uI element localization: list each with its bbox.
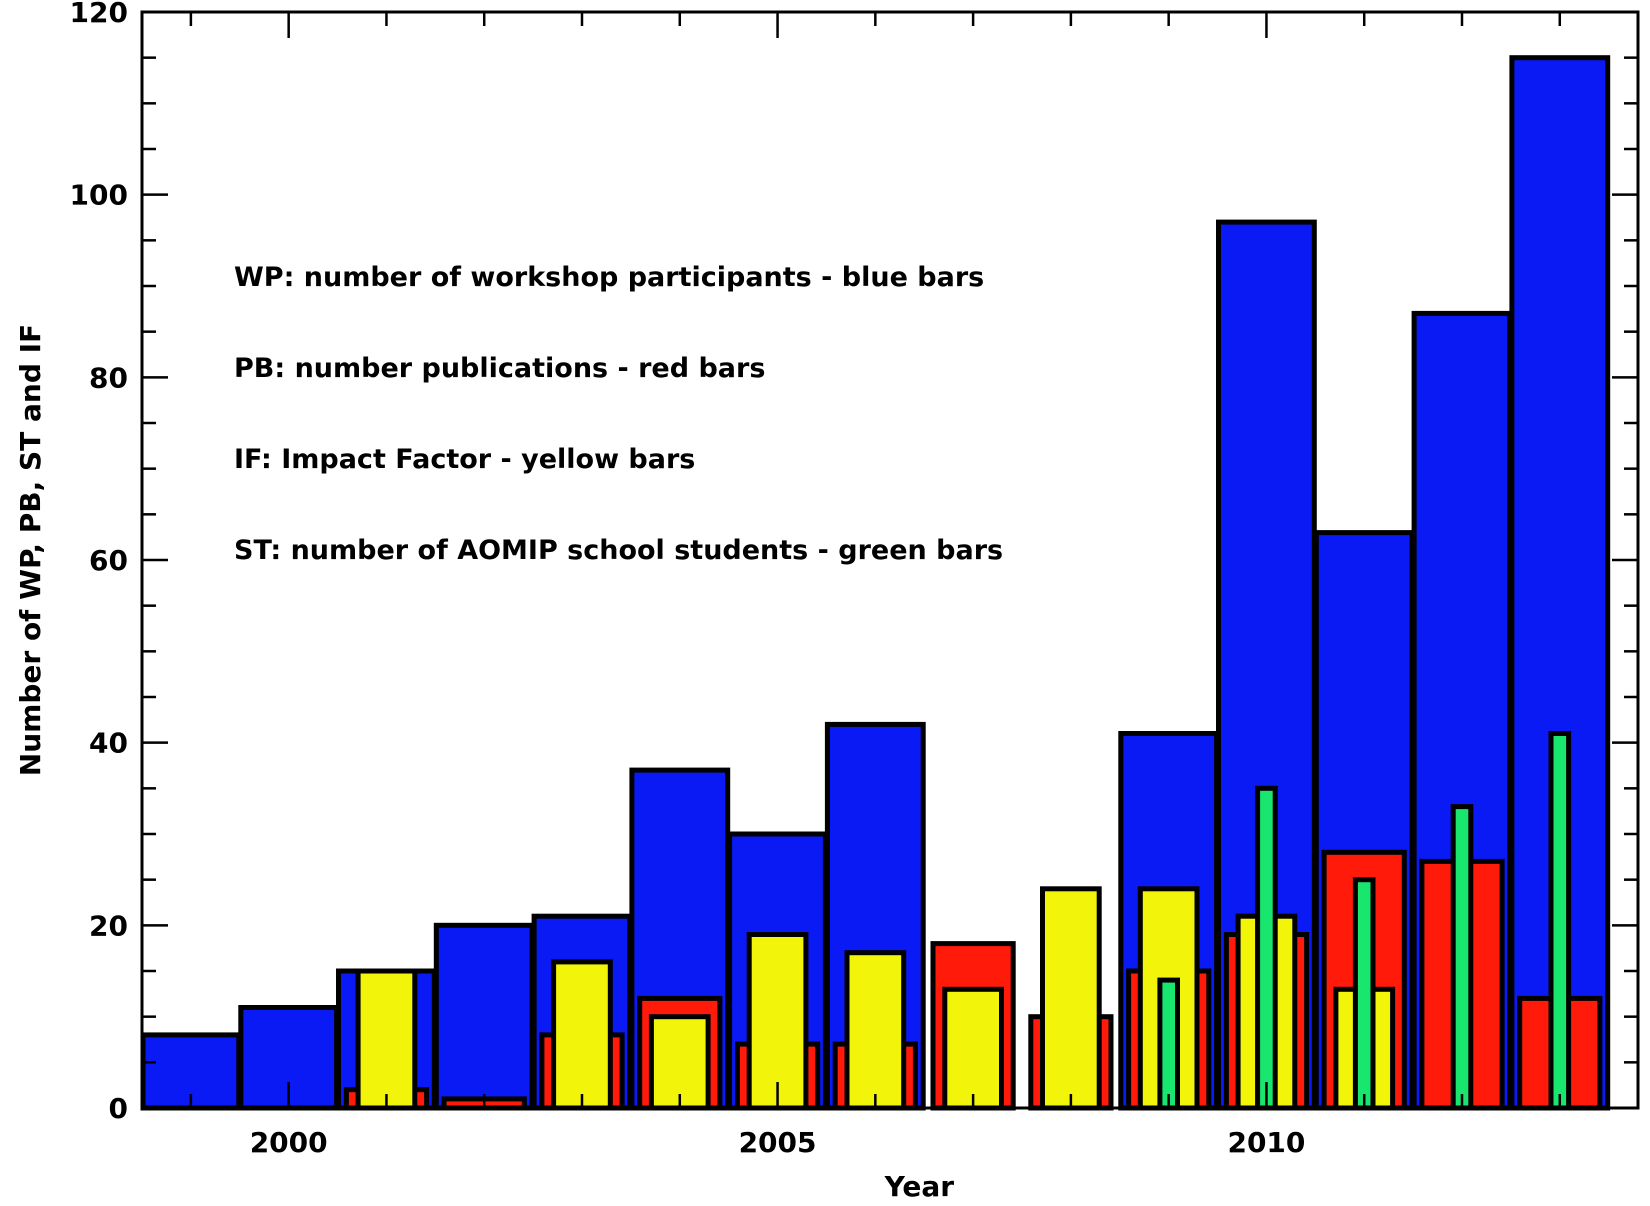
ticks-layer [142, 10, 1638, 1110]
y-tick-label-120: 120 [70, 0, 128, 29]
legend-entry-if: IF: Impact Factor - yellow bars [234, 444, 695, 475]
x-tick-label-2005: 2005 [739, 1126, 817, 1159]
bar-st-2012 [1450, 804, 1474, 1111]
bar-if-2008 [1040, 886, 1102, 1111]
bar-if-2001 [355, 968, 418, 1111]
x-axis-title: Year [884, 1170, 955, 1203]
tick-labels-layer: 0 20 40 60 80 100 120 2000 2005 2010 [70, 0, 1306, 1159]
bar-if-2007 [942, 986, 1004, 1111]
bars-layer [140, 55, 1611, 1111]
y-tick-label-100: 100 [70, 179, 128, 212]
x-tick-label-2000: 2000 [250, 1126, 328, 1159]
legend-entry-wp: WP: number of workshop participants - bl… [234, 262, 984, 293]
bar-if-2005 [746, 932, 809, 1111]
bar-st-2013 [1548, 731, 1572, 1111]
y-axis-title: Number of WP, PB, ST and IF [14, 324, 47, 776]
bar-if-2006 [844, 950, 907, 1111]
bar-wp-2002 [433, 922, 535, 1111]
legend: WP: number of workshop participants - bl… [234, 262, 1003, 566]
x-tick-label-2010: 2010 [1227, 1126, 1305, 1159]
bar-st-2009 [1157, 977, 1181, 1111]
bar-st-2011 [1352, 877, 1376, 1111]
y-tick-label-40: 40 [89, 727, 128, 760]
legend-entry-pb: PB: number publications - red bars [234, 353, 765, 384]
y-tick-label-20: 20 [89, 909, 128, 942]
y-tick-label-60: 60 [89, 544, 128, 577]
y-tick-label-80: 80 [89, 361, 128, 394]
y-tick-label-0: 0 [109, 1092, 128, 1125]
bar-st-2010 [1255, 785, 1278, 1111]
legend-entry-st: ST: number of AOMIP school students - gr… [234, 535, 1003, 566]
bar-if-2003 [551, 959, 613, 1111]
